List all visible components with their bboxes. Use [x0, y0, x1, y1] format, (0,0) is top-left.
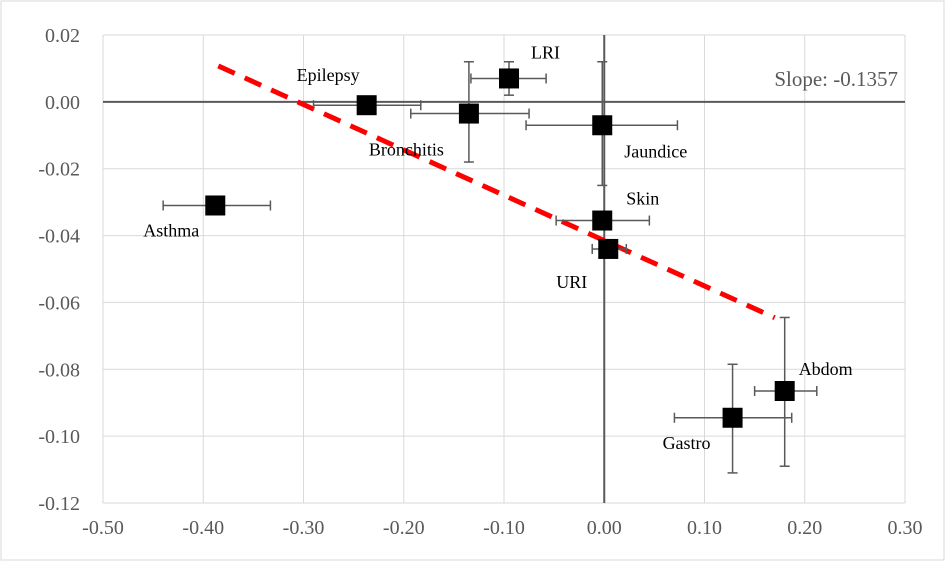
trendline-layer — [217, 63, 776, 320]
data-point-lri — [499, 68, 520, 89]
tick-labels: -0.50 -0.40 -0.30 -0.20 -0.10 0.00 0.10 0.20 0.3… — [38, 25, 922, 539]
data-point-gastro — [722, 407, 743, 428]
x-tick-label: 0.20 — [787, 517, 822, 539]
data-point-epilepsy — [356, 95, 377, 116]
x-tick-label: 0.00 — [587, 517, 622, 539]
point-labels: LRI Epilepsy Bronchitis Jaundice Asthma Skin U… — [143, 42, 852, 452]
slope-annotation: Slope: -0.1357 — [774, 67, 898, 91]
trendline — [217, 63, 776, 320]
point-label-jaundice: Jaundice — [624, 141, 687, 161]
data-point-bronchitis — [458, 103, 479, 124]
data-point-jaundice — [592, 115, 613, 136]
y-tick-label: 0.00 — [45, 92, 80, 114]
point-label-skin: Skin — [626, 189, 659, 209]
y-tick-label: 0.02 — [45, 25, 80, 47]
point-label-asthma: Asthma — [143, 220, 199, 240]
y-tick-label: -0.04 — [38, 226, 80, 248]
x-tick-label: -0.20 — [383, 517, 425, 539]
point-label-bronchitis: Bronchitis — [369, 140, 444, 160]
y-tick-label: -0.12 — [38, 493, 80, 515]
data-point-asthma — [205, 195, 226, 216]
data-point-abdom — [774, 381, 795, 402]
x-tick-label: -0.50 — [82, 517, 124, 539]
x-tick-label: 0.30 — [888, 517, 923, 539]
point-label-epilepsy: Epilepsy — [297, 65, 360, 85]
data-point-skin — [592, 210, 613, 231]
y-tick-label: -0.02 — [38, 159, 80, 181]
y-tick-label: -0.08 — [38, 359, 80, 381]
y-tick-label: -0.10 — [38, 426, 80, 448]
x-tick-label: -0.10 — [483, 517, 525, 539]
x-tick-label: -0.40 — [182, 517, 224, 539]
x-tick-label: 0.10 — [687, 517, 722, 539]
y-tick-label: -0.06 — [38, 292, 80, 314]
point-label-gastro: Gastro — [663, 433, 711, 453]
x-tick-label: -0.30 — [283, 517, 325, 539]
axes — [103, 35, 905, 503]
data-point-uri — [598, 238, 619, 259]
data-points — [205, 68, 795, 428]
point-label-abdom: Abdom — [799, 359, 853, 379]
point-label-uri: URI — [556, 272, 587, 292]
point-label-lri: LRI — [531, 42, 560, 62]
error-bars — [162, 60, 818, 474]
